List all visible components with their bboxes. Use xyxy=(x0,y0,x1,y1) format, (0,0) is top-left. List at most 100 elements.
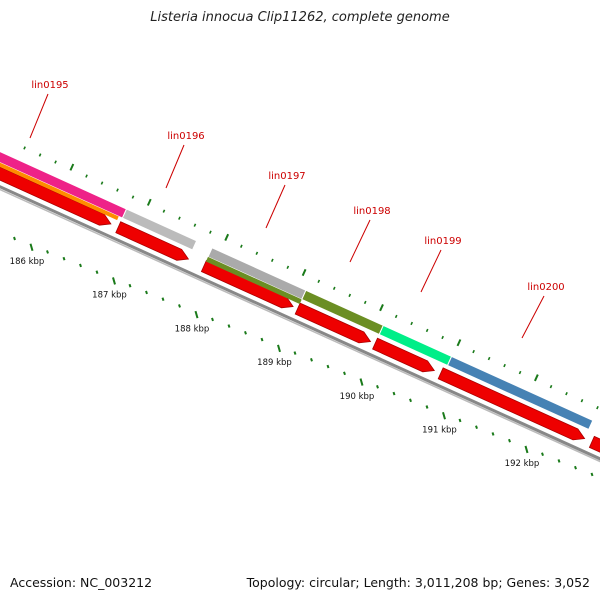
scale-tick xyxy=(524,445,529,454)
leader-line-lin0196 xyxy=(165,144,185,189)
scale-tick xyxy=(79,263,82,268)
scale-tick xyxy=(310,358,313,362)
scale-tick xyxy=(541,452,544,456)
upper-tick xyxy=(116,188,119,192)
scale-tick xyxy=(211,317,214,322)
gene-label-lin0196: lin0196 xyxy=(167,131,204,142)
scale-tick xyxy=(277,344,281,353)
scale-tick xyxy=(13,236,16,241)
scale-tick xyxy=(260,337,264,342)
upper-tick xyxy=(394,314,398,319)
scale-label: 189 kbp xyxy=(257,358,292,368)
backbone-shadow xyxy=(0,188,600,463)
upper-tick xyxy=(240,244,243,248)
upper-tick xyxy=(503,363,506,368)
upper-tick xyxy=(38,153,42,157)
scale-label: 192 kbp xyxy=(505,459,540,469)
cds-arrow-6 xyxy=(437,367,586,441)
gene-label-lin0197: lin0197 xyxy=(268,171,305,182)
scale-tick xyxy=(458,418,462,423)
scale-tick xyxy=(574,465,577,470)
scale-tick xyxy=(326,364,330,369)
leader-line-lin0200 xyxy=(521,295,545,339)
upper-tick xyxy=(425,328,429,333)
upper-tick xyxy=(348,293,352,298)
cds-arrow-4 xyxy=(294,302,372,344)
upper-tick xyxy=(23,146,26,150)
gene-bar-lin0197-secondary xyxy=(205,256,302,304)
cds-arrow-7 xyxy=(588,435,600,453)
scale-tick xyxy=(227,324,231,328)
scale-tick xyxy=(95,270,99,275)
upper-tick xyxy=(193,223,197,227)
leader-line-lin0195 xyxy=(29,93,49,139)
upper-tick xyxy=(456,339,462,347)
upper-tick xyxy=(534,374,539,382)
upper-tick xyxy=(549,384,553,389)
upper-tick xyxy=(69,163,75,171)
upper-tick xyxy=(301,268,307,277)
scale-label: 191 kbp xyxy=(422,426,457,436)
upper-tick xyxy=(255,251,259,255)
upper-tick xyxy=(363,300,367,305)
cds-arrow-1 xyxy=(0,166,112,226)
scale-tick xyxy=(491,432,495,436)
leader-line-lin0198 xyxy=(349,219,371,263)
scale-tick xyxy=(194,310,199,319)
upper-tick xyxy=(472,349,475,354)
scale-tick xyxy=(590,472,594,477)
scale-tick xyxy=(557,459,561,463)
accession-text: Accession: NC_003212 xyxy=(10,575,153,590)
gene-bar-lin0196 xyxy=(121,208,198,251)
backbone-line xyxy=(0,185,600,461)
scale-tick xyxy=(128,283,132,288)
scale-tick xyxy=(46,250,49,254)
scale-tick xyxy=(376,384,379,389)
scale-tick xyxy=(62,256,66,261)
leader-line-lin0199 xyxy=(420,249,442,293)
cds-arrow-5 xyxy=(372,337,436,373)
map-title: Listeria innocua Clip11262, complete gen… xyxy=(150,10,450,25)
gene-label-lin0198: lin0198 xyxy=(353,206,390,217)
upper-tick xyxy=(518,370,522,375)
upper-tick xyxy=(441,335,444,340)
scale-tick xyxy=(343,371,346,376)
scale-tick xyxy=(409,398,412,403)
scale-tick xyxy=(145,290,148,295)
upper-tick xyxy=(379,303,384,312)
gene-label-lin0200: lin0200 xyxy=(527,282,564,293)
upper-tick xyxy=(178,216,181,220)
upper-tick xyxy=(146,198,152,206)
gene-label-lin0199: lin0199 xyxy=(424,236,461,247)
upper-tick xyxy=(54,160,57,164)
upper-tick xyxy=(317,279,321,284)
scale-tick xyxy=(392,391,396,396)
upper-tick xyxy=(209,230,212,234)
upper-tick xyxy=(487,356,491,361)
genome-summary-text: Topology: circular; Length: 3,011,208 bp… xyxy=(246,575,590,590)
scale-tick xyxy=(244,331,247,335)
upper-tick xyxy=(410,321,414,326)
scale-tick xyxy=(359,378,364,386)
scale-tick xyxy=(29,243,34,252)
upper-tick xyxy=(270,258,274,262)
gene-bar-lin0195-secondary xyxy=(0,162,119,221)
scale-tick xyxy=(508,438,511,443)
scale-label: 188 kbp xyxy=(175,324,210,334)
scale-tick xyxy=(475,425,478,430)
scale-label: 186 kbp xyxy=(10,257,45,267)
upper-tick xyxy=(100,181,104,185)
upper-tick xyxy=(565,391,568,396)
leader-line-lin0197 xyxy=(265,184,286,229)
scale-label: 187 kbp xyxy=(92,291,127,301)
upper-tick xyxy=(286,265,290,269)
upper-tick xyxy=(85,174,88,178)
gene-label-lin0195: lin0195 xyxy=(31,80,68,91)
scale-tick xyxy=(442,411,446,420)
scale-tick xyxy=(112,277,116,285)
upper-tick xyxy=(596,405,599,410)
upper-tick xyxy=(580,398,584,403)
upper-tick xyxy=(162,209,166,213)
scale-tick xyxy=(161,297,165,301)
